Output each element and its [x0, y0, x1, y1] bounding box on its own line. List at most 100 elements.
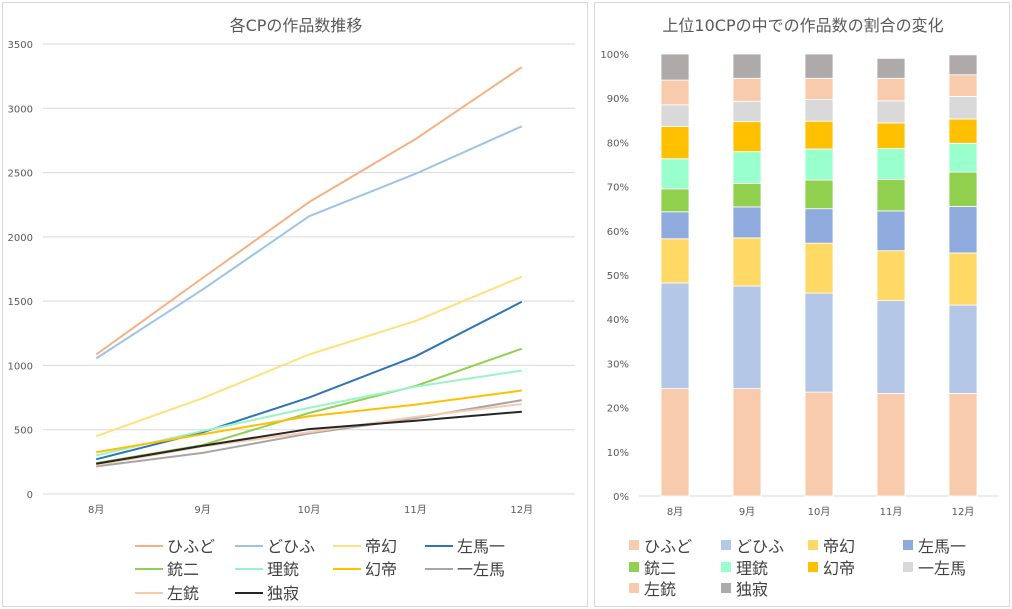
- bar-segment: [876, 148, 906, 180]
- line-chart-panel: 各CPの作品数推移 0 500 1000 1500 2000 2500 3000 3500 8月…: [2, 2, 588, 607]
- legend-label: 一左馬: [457, 560, 505, 579]
- y-tick-label: 100%: [600, 50, 629, 61]
- legend-label: 一左馬: [918, 559, 966, 578]
- x-tick-label: 8月: [88, 504, 104, 516]
- x-tick-label: 12月: [510, 504, 533, 516]
- y-tick-label: 3000: [8, 104, 33, 115]
- legend-label: 銃二: [644, 559, 676, 578]
- bar-segment: [732, 77, 762, 102]
- bar-segment: [660, 126, 690, 160]
- legend-swatch: [629, 540, 639, 550]
- bar-segment: [876, 58, 906, 79]
- legend-swatch: [903, 562, 913, 572]
- bar-segment: [660, 211, 690, 240]
- bar-chart-title: 上位10CPの中での作品数の割合の変化: [662, 16, 943, 35]
- x-tick-label: 8月: [667, 506, 683, 518]
- bar-segment: [876, 100, 906, 124]
- y-tick-label: 90%: [607, 94, 629, 105]
- series-line: [96, 410, 522, 465]
- y-tick-label: 2500: [8, 169, 33, 180]
- bar-segment: [804, 242, 834, 294]
- y-tick-label: 2000: [8, 233, 33, 244]
- y-tick-label: 3500: [8, 40, 33, 51]
- bar-segment: [804, 208, 834, 244]
- legend-label: 理銃: [736, 559, 768, 578]
- y-tick-label: 30%: [607, 359, 629, 370]
- x-tick-label: 10月: [808, 506, 831, 518]
- y-tick-label: 50%: [607, 271, 629, 282]
- bar-segment: [876, 179, 906, 212]
- legend-label: 理銃: [267, 560, 299, 579]
- y-tick-label: 1000: [8, 361, 33, 372]
- y-tick-label: 40%: [607, 315, 629, 326]
- bar-segment: [876, 250, 906, 302]
- y-tick-label: 20%: [607, 404, 629, 415]
- bar-segment: [876, 393, 906, 497]
- x-tick-label: 11月: [880, 506, 903, 518]
- bar-segment: [948, 206, 978, 254]
- bar-segment: [804, 148, 834, 181]
- y-tick-label: 0%: [613, 492, 629, 503]
- bar-segment: [876, 210, 906, 252]
- legend-label: 左銃: [167, 584, 199, 603]
- bar-segment: [876, 77, 906, 102]
- bar-segment: [804, 292, 834, 393]
- x-tick-label: 12月: [952, 506, 975, 518]
- line-chart: 各CPの作品数推移 0 500 1000 1500 2000 2500 3000 3500 8月…: [8, 16, 575, 603]
- bar-segment: [732, 151, 762, 184]
- y-tick-label: 1500: [8, 297, 33, 308]
- legend-swatch: [721, 583, 731, 593]
- x-tick-label: 11月: [404, 504, 427, 516]
- series-line: [96, 389, 522, 454]
- legend-label: 左馬一: [457, 537, 505, 556]
- bar-segment: [732, 206, 762, 239]
- series-line: [95, 125, 523, 360]
- legend-label: 幻帝: [823, 559, 855, 578]
- bar-segment: [948, 54, 978, 76]
- bar-segment: [948, 393, 978, 497]
- legend-label: どひふ: [736, 537, 784, 556]
- y-tick-label: 500: [14, 426, 33, 437]
- bar-segment: [732, 388, 762, 497]
- legend-swatch: [808, 562, 818, 572]
- legend-swatch: [721, 540, 731, 550]
- bar-segment: [804, 77, 834, 100]
- bar-segment: [732, 100, 762, 123]
- legend-swatch: [629, 562, 639, 572]
- stacked-bar-chart-panel: 上位10CPの中での作品数の割合の変化 0% 10% 20% 30% 40% 50% 60%…: [594, 2, 1010, 607]
- bar-segment: [948, 74, 978, 97]
- bar-segment: [948, 142, 978, 173]
- bar-segment: [732, 285, 762, 389]
- legend-label: 独寂: [736, 580, 768, 599]
- legend-label: 左銃: [644, 580, 676, 599]
- bar-segment: [804, 53, 834, 79]
- series-line: [95, 66, 523, 356]
- bar-segment: [948, 304, 978, 394]
- legend-label: 銃二: [167, 560, 199, 579]
- bar-segment: [660, 158, 690, 190]
- bar-segment: [660, 188, 690, 213]
- legend-swatch: [721, 562, 731, 572]
- bar-segment: [660, 104, 690, 127]
- series-line: [95, 369, 522, 457]
- legend-label: 幻帝: [365, 560, 397, 579]
- bar-segment: [660, 238, 690, 284]
- legend-swatch: [903, 540, 913, 550]
- legend-label: ひふど: [644, 537, 692, 556]
- bar-segment: [804, 99, 834, 122]
- y-tick-label: 10%: [607, 448, 629, 459]
- legend-label: ひふど: [167, 537, 215, 556]
- legend-label: 独寂: [267, 584, 299, 603]
- series-line: [95, 300, 523, 461]
- bar-segment: [732, 121, 762, 153]
- bar-segment: [948, 171, 978, 207]
- series-line: [95, 275, 523, 438]
- bar-segment: [804, 391, 834, 497]
- bar-segment: [660, 79, 690, 106]
- x-tick-label: 9月: [739, 506, 755, 518]
- bar-segment: [732, 53, 762, 79]
- y-tick-label: 60%: [607, 227, 629, 238]
- legend-swatch: [629, 583, 639, 593]
- y-tick-label: 0: [27, 490, 33, 501]
- bar-segment: [804, 179, 834, 210]
